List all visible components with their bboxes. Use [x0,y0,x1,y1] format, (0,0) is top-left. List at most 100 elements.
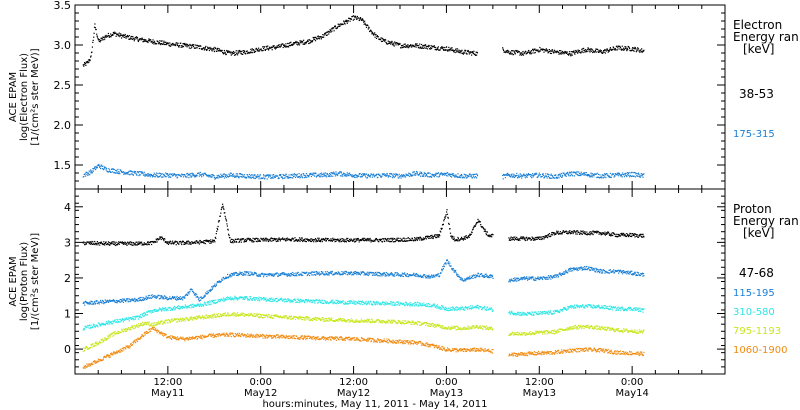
data-point [515,238,517,240]
data-point [546,49,548,51]
data-point [449,174,451,176]
data-point [633,175,635,177]
data-point [319,240,321,242]
data-point [91,303,93,305]
data-point [177,297,180,299]
data-point [214,236,216,238]
data-point [472,52,474,54]
data-point [598,272,601,274]
data-point [477,220,479,222]
data-point [335,240,337,242]
data-point [312,174,314,176]
data-point [531,50,533,52]
data-point [132,242,134,244]
data-point [569,268,571,270]
data-point [156,241,158,243]
data-point [265,48,267,51]
data-point [146,311,148,313]
data-point [548,174,550,176]
data-point [211,174,213,176]
data-point [151,41,153,43]
data-point [380,37,382,39]
data-point [190,243,192,245]
data-point [439,230,441,232]
data-point [159,237,161,239]
data-point [522,174,524,176]
data-point [119,299,121,301]
data-point [438,175,440,177]
data-point [589,269,591,272]
data-point [253,51,256,53]
data-point [536,238,538,240]
data-point [452,173,454,175]
data-point [331,27,333,29]
data-point [381,37,383,39]
data-point [542,174,545,176]
data-point [421,46,423,48]
data-point [453,271,455,273]
data-point [602,272,604,274]
data-point [642,176,644,178]
data-point [609,48,611,50]
data-point [96,300,98,302]
data-point [641,273,643,275]
data-point [441,47,444,49]
data-point [599,174,601,176]
data-point [570,231,572,234]
data-point [85,64,87,66]
data-point [104,324,106,326]
data-point [553,52,555,54]
data-point [323,274,325,276]
data-point [203,49,205,51]
data-point [245,240,247,243]
data-point [238,273,241,276]
data-point [145,39,147,41]
data-point [134,318,136,320]
data-point [134,301,136,303]
data-point [91,51,93,53]
data-point [350,18,352,20]
data-point [154,176,156,178]
data-point [342,273,344,275]
data-point [319,176,321,178]
data-point [542,236,545,238]
data-point [606,232,608,234]
data-point [456,48,459,50]
data-point [272,176,274,178]
data-point [100,168,102,170]
data-point [522,53,524,55]
data-point [334,238,337,241]
data-point [590,231,592,233]
data-point [535,238,537,240]
data-point [124,34,126,36]
data-point [608,175,610,177]
data-point [415,46,417,48]
data-point [359,239,361,241]
data-point [290,275,292,277]
data-point [547,52,549,54]
data-point [248,177,250,179]
data-point [109,35,111,38]
data-point [119,173,121,175]
data-point [361,239,363,241]
data-point [301,271,303,273]
data-point [481,274,484,276]
data-point [405,173,407,175]
data-point [287,239,289,241]
data-point [282,237,284,239]
data-point [587,48,589,50]
data-point [456,176,459,178]
data-point [589,176,591,178]
data-point [101,243,104,245]
data-point [372,174,374,176]
data-point [576,51,578,53]
data-point [200,241,202,243]
data-point [196,47,198,49]
data-point [435,172,437,174]
data-point [166,173,168,175]
data-point [397,273,399,275]
data-point [399,237,401,239]
data-point [268,240,270,243]
data-point [241,273,243,275]
data-point [529,51,531,54]
